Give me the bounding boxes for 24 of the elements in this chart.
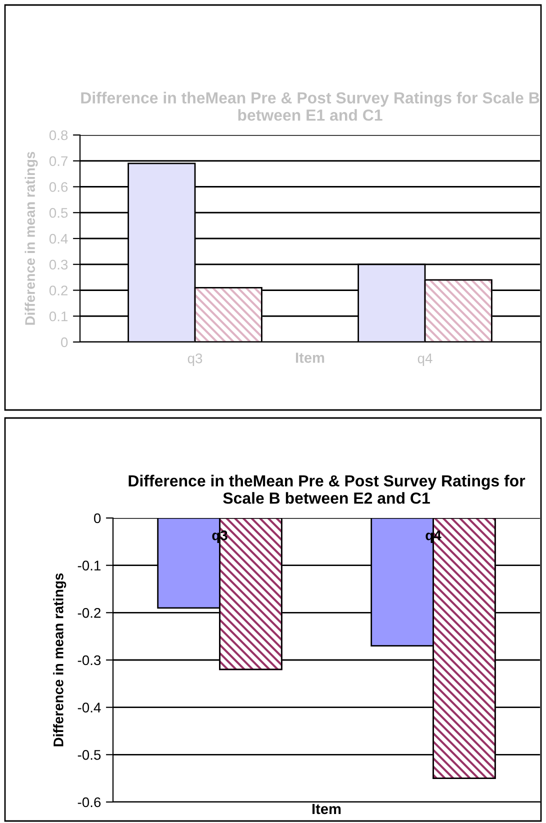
- y-axis-title: Difference in mean ratings: [53, 573, 66, 746]
- y-tick-label: 0.3: [49, 260, 68, 270]
- y-axis-title: Difference in mean ratings: [24, 152, 38, 325]
- y-tick-label: -0.4: [78, 702, 101, 713]
- y-tick-label: 0: [94, 513, 101, 524]
- x-tick-label: q3: [188, 353, 202, 366]
- y-tick-label: 0.5: [49, 208, 68, 218]
- y-tick-label: 0.1: [49, 311, 68, 322]
- chart-title: Difference in theMean Pre & Post Survey Ratings for Scale B between E2 and C1: [128, 474, 526, 504]
- y-tick-label: -0.5: [78, 750, 101, 760]
- y-tick-label: 0: [61, 337, 68, 348]
- y-tick-label: 0.7: [49, 156, 68, 166]
- y-tick-label: -0.1: [78, 560, 101, 571]
- chart-title: Difference in theMean Pre & Post Survey Ratings for Scale B between E1 and C1: [81, 92, 540, 121]
- y-tick-label: -0.2: [78, 608, 100, 618]
- x-tick-label: q4: [418, 354, 432, 366]
- y-tick-label: 0.6: [49, 182, 68, 192]
- y-tick-label: -0.6: [78, 797, 101, 808]
- y-tick-label: 0.4: [49, 234, 68, 244]
- x-axis-title: Item: [312, 804, 341, 814]
- y-tick-label: 0.2: [49, 286, 68, 296]
- y-tick-label: 0.8: [49, 130, 68, 140]
- y-tick-label: -0.3: [78, 655, 101, 666]
- x-axis-title: Item: [296, 352, 324, 363]
